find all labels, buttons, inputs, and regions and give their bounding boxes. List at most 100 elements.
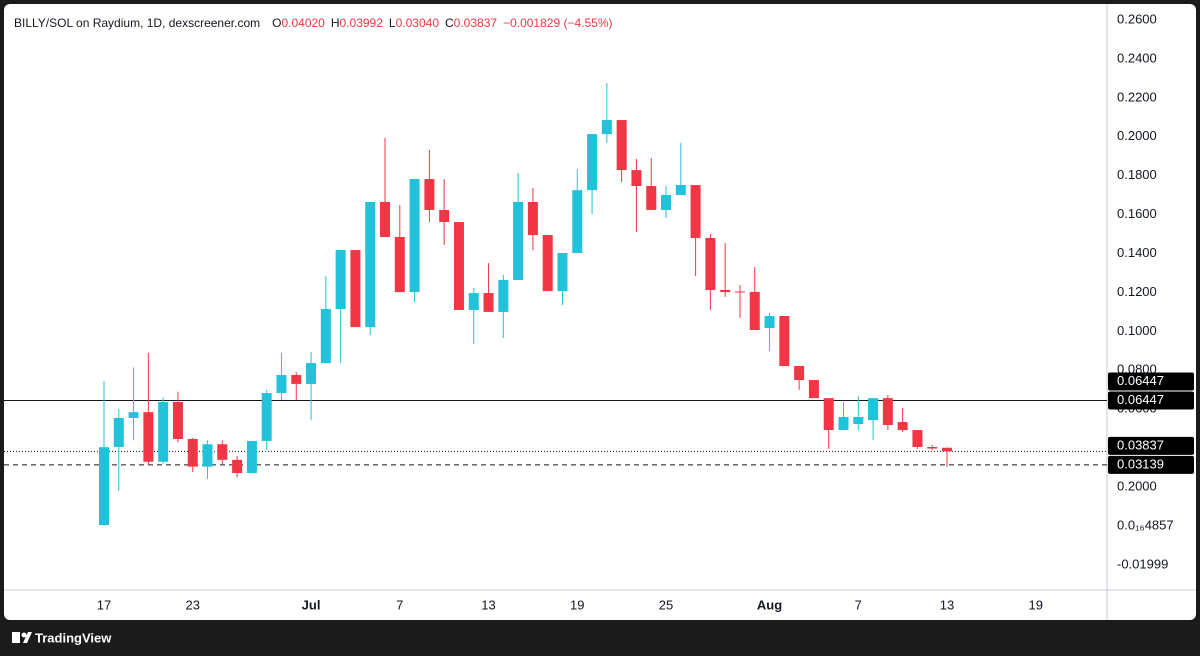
y-tick-label: 0.1000 (1117, 323, 1157, 338)
y-tick-label: -0.01999 (1117, 556, 1168, 571)
candle-body (99, 447, 109, 526)
candle-body (690, 185, 701, 238)
x-tick-label: 19 (570, 597, 584, 612)
candle-body (868, 398, 879, 421)
ohlc-label: O (272, 16, 281, 30)
candle-body (453, 222, 464, 310)
candle-body (113, 417, 124, 447)
chart-panel (4, 4, 1196, 620)
candle-body (823, 398, 834, 431)
candle-body (942, 447, 953, 452)
y-tick-label: 0.0₁₆4857 (1117, 517, 1174, 532)
candle-body (306, 363, 317, 384)
ohlc-value: 0.03837 (454, 16, 498, 30)
candle-body (631, 170, 642, 187)
candle-body (128, 412, 139, 418)
candle-body (542, 235, 553, 292)
x-tick-label: 13 (940, 597, 954, 612)
candle-body (808, 380, 819, 399)
candle-body (246, 440, 257, 474)
price-tag-bg (1108, 391, 1194, 410)
candle-body (675, 185, 686, 195)
ohlc-value: 0.03992 (340, 16, 384, 30)
price-tag-bg (1108, 436, 1194, 455)
price-tag: 0.03139 (1117, 456, 1164, 471)
candle-body (882, 398, 893, 425)
candle-body (424, 179, 435, 210)
ohlc-label: C (445, 16, 454, 30)
candle-body (232, 459, 243, 474)
x-tick-label: 7 (396, 597, 403, 612)
candle-body (779, 316, 790, 367)
x-tick-label: 23 (186, 597, 200, 612)
candle-body (557, 252, 568, 292)
candle-body (483, 293, 494, 312)
candle-body (749, 291, 760, 331)
price-tag-bg (1108, 372, 1194, 391)
candle-body (276, 374, 287, 394)
candle-body (527, 201, 538, 236)
candle-body (217, 444, 228, 460)
candle-body (365, 201, 376, 328)
candle-body (261, 393, 272, 441)
candle-body (646, 186, 657, 210)
candle-body (912, 430, 923, 447)
brand: TradingView (35, 630, 112, 645)
candle-body (897, 422, 908, 431)
candle-body (661, 194, 672, 210)
x-tick-label: 19 (1029, 597, 1043, 612)
logo-part (23, 632, 32, 643)
price-tag: 0.03837 (1117, 437, 1164, 452)
y-tick-label: 0.1400 (1117, 245, 1157, 260)
y-tick-label: 0.1200 (1117, 284, 1157, 299)
candle-body (468, 293, 479, 310)
candle-body (616, 120, 627, 171)
candle-body (587, 134, 598, 191)
candle-body (143, 412, 154, 462)
x-tick-label: Aug (757, 597, 782, 612)
candle-body (320, 309, 331, 364)
ohlc-value: 0.03040 (396, 16, 440, 30)
logo-part (21, 632, 27, 638)
y-tick-label: 0.1800 (1117, 167, 1157, 182)
y-tick-label: 0.2000 (1117, 478, 1157, 493)
candle-body (705, 237, 716, 290)
price-tag-bg (1108, 455, 1194, 474)
y-tick-label: 0.2600 (1117, 11, 1157, 26)
candle-body (409, 179, 420, 293)
price-tag: 0.06447 (1117, 392, 1164, 407)
candle-body (734, 291, 745, 293)
ohlc-value: 0.04020 (281, 16, 325, 30)
candle-body (202, 444, 213, 467)
y-tick-label: 0.2200 (1117, 89, 1157, 104)
candle-body (350, 250, 361, 328)
candle-body (439, 209, 450, 223)
candle-body (927, 446, 938, 449)
x-tick-label: Jul (302, 597, 321, 612)
candle-body (601, 120, 612, 135)
candle-body (187, 438, 198, 467)
y-tick-label: 0.2000 (1117, 128, 1157, 143)
candle-body (394, 237, 405, 293)
ohlc-label: H (331, 16, 340, 30)
x-tick-label: 25 (659, 597, 673, 612)
logo-part (12, 632, 20, 643)
candle-body (291, 374, 302, 384)
candle-body (498, 280, 509, 312)
legend: BILLY/SOL on Raydium, 1D, dexscreener.co… (14, 16, 612, 30)
candle-body (335, 250, 346, 310)
candle-body (838, 417, 849, 431)
candle-body (572, 190, 583, 253)
x-tick-label: 13 (481, 597, 495, 612)
x-tick-label: 17 (97, 597, 111, 612)
x-tick-label: 7 (855, 597, 862, 612)
candle-body (720, 289, 731, 293)
candle-body (158, 402, 169, 462)
candle-body (794, 366, 805, 381)
y-tick-label: 0.1600 (1117, 206, 1157, 221)
candle-body (172, 402, 183, 439)
legend-title: BILLY/SOL on Raydium, 1D, dexscreener.co… (14, 16, 260, 30)
price-tag: 0.06447 (1117, 373, 1164, 388)
